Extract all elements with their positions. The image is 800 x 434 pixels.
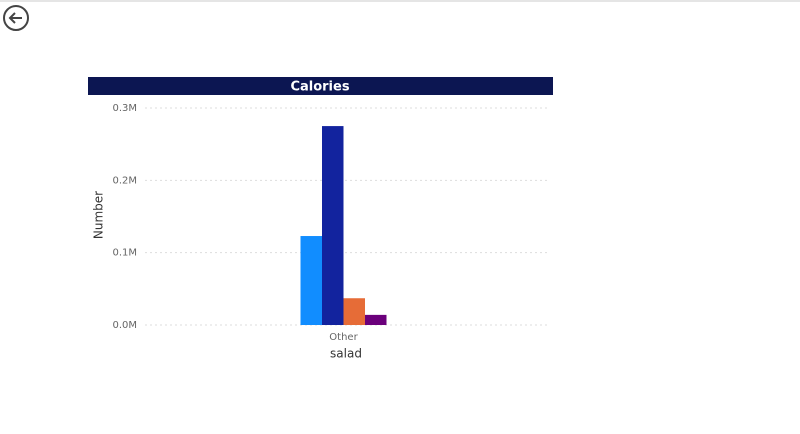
x-tick-label: Other [329, 332, 358, 343]
x-axis-title: salad [330, 347, 362, 361]
bar [365, 314, 387, 325]
y-tick-label: 0.0M [112, 320, 137, 331]
y-tick-label: 0.2M [112, 175, 137, 186]
y-axis-title: Number [92, 191, 106, 239]
back-button[interactable] [3, 5, 29, 31]
y-tick-label: 0.1M [112, 248, 137, 259]
y-tick-label: 0.3M [112, 103, 137, 114]
title-bar [88, 77, 553, 95]
bar [300, 236, 322, 325]
bar [322, 126, 344, 325]
bar [343, 298, 365, 325]
chart-title: Calories [290, 80, 349, 95]
